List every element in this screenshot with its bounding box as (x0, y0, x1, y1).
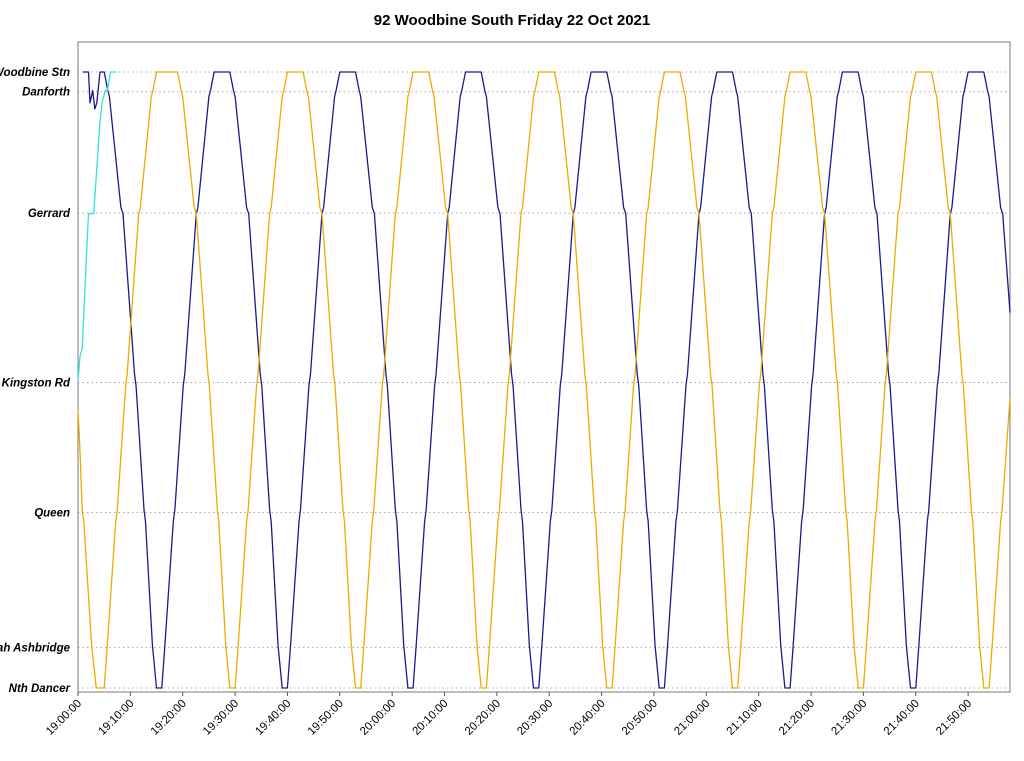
station-label: Nth Dancer (9, 683, 71, 695)
x-tick-label: 19:30:00 (201, 698, 241, 738)
x-tick-label: 20:10:00 (410, 698, 450, 738)
series-vehicle-cyan (77, 71, 117, 381)
chart-title: 92 Woodbine South Friday 22 Oct 2021 (373, 12, 651, 29)
x-tick-label: 21:20:00 (777, 698, 817, 738)
x-tick-label: 21:10:00 (725, 698, 765, 738)
x-tick-label: 19:50:00 (306, 698, 346, 738)
station-label: Danforth (22, 87, 70, 99)
x-tick-label: 20:00:00 (358, 698, 398, 738)
x-tick-label: 21:50:00 (934, 698, 974, 738)
x-tick-label: 21:40:00 (882, 698, 922, 738)
x-tick-label: 19:10:00 (96, 698, 136, 738)
x-tick-label: 21:30:00 (829, 698, 869, 738)
x-tick-label: 20:20:00 (463, 698, 503, 738)
x-tick-label: 20:30:00 (515, 698, 555, 738)
x-tick-label: 19:40:00 (253, 698, 293, 738)
x-tick-label: 20:40:00 (568, 698, 608, 738)
series-vehicle-orange (77, 71, 1011, 689)
series-vehicle-navy (82, 71, 1011, 689)
station-label: Sarah Ashbridge (0, 642, 71, 654)
station-label: Kingston Rd (2, 377, 71, 389)
x-tick-label: 19:00:00 (44, 698, 84, 738)
x-tick-label: 21:00:00 (672, 698, 712, 738)
plot-border (77, 41, 1011, 693)
x-tick-label: 20:50:00 (620, 698, 660, 738)
station-label: Woodbine Stn (0, 67, 70, 79)
station-label: Gerrard (28, 208, 71, 220)
x-tick-label: 19:20:00 (149, 698, 189, 738)
station-label: Queen (34, 507, 70, 519)
